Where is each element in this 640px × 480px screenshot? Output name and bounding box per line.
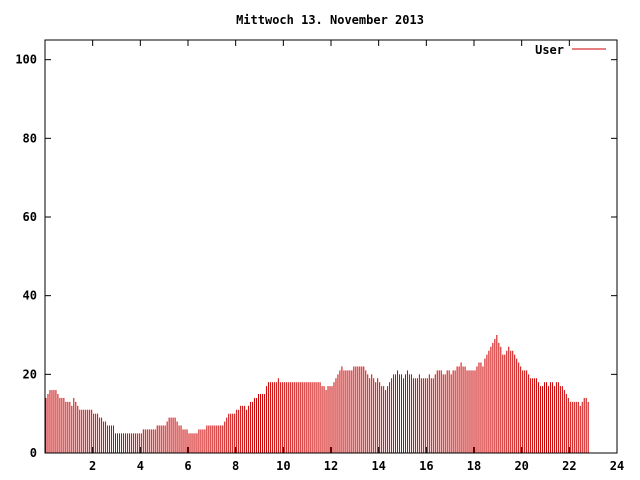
- legend-label: User: [535, 43, 564, 57]
- y-tick-label: 20: [23, 367, 37, 381]
- legend: User: [535, 43, 606, 57]
- y-tick-label: 60: [23, 210, 37, 224]
- x-tick-label: 4: [137, 459, 144, 473]
- x-tick-label: 2: [89, 459, 96, 473]
- y-tick-label: 0: [30, 446, 37, 460]
- x-tick-label: 8: [232, 459, 239, 473]
- x-tick-label: 12: [324, 459, 338, 473]
- x-tick-label: 22: [562, 459, 576, 473]
- y-tick-label: 40: [23, 289, 37, 303]
- y-tick-label: 80: [23, 131, 37, 145]
- x-tick-label: 10: [276, 459, 290, 473]
- bar-series: [45, 335, 589, 453]
- plot-frame: [44, 39, 618, 454]
- y-tick-label: 100: [15, 53, 37, 67]
- chart-title: Mittwoch 13. November 2013: [236, 13, 424, 27]
- x-tick-label: 16: [419, 459, 433, 473]
- x-tick-label: 14: [371, 459, 385, 473]
- x-tick-label: 18: [467, 459, 481, 473]
- x-tick-label: 6: [184, 459, 191, 473]
- x-tick-label: 20: [514, 459, 528, 473]
- x-tick-label: 24: [610, 459, 624, 473]
